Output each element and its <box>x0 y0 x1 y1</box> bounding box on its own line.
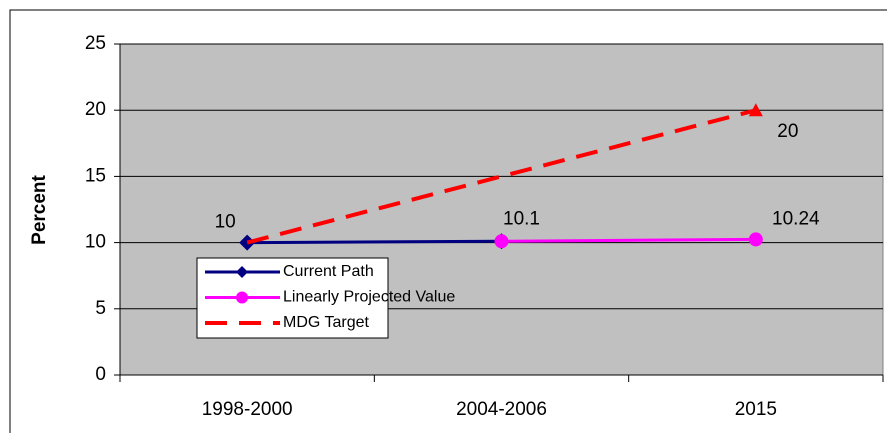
y-tick-label: 0 <box>95 364 106 385</box>
data-label: 10.24 <box>772 208 820 229</box>
y-axis-label: Percent <box>29 174 50 244</box>
data-point <box>748 232 763 247</box>
x-tick-label: 2015 <box>735 399 777 420</box>
legend-label: Linearly Projected Value <box>283 289 455 306</box>
legend: Current Path Linearly Projected Value MDG … <box>196 257 455 339</box>
y-tick-label: 10 <box>85 232 106 253</box>
data-label: 20 <box>777 121 798 142</box>
y-tick-label: 25 <box>85 33 106 54</box>
series-line <box>247 239 502 245</box>
data-point <box>748 103 763 117</box>
legend-label: MDG Target <box>283 314 370 331</box>
data-label: 10 <box>215 212 236 233</box>
data-label: 10.1 <box>503 208 540 229</box>
legend-label: Current Path <box>283 263 374 280</box>
legend-marker <box>236 266 248 278</box>
x-tick-label: 1998-2000 <box>202 399 293 420</box>
data-point <box>494 234 509 249</box>
y-tick-label: 20 <box>85 99 106 120</box>
x-tick-label: 2004-2006 <box>456 399 547 420</box>
chart-border <box>9 9 887 433</box>
series-line <box>501 237 756 243</box>
legend-marker <box>236 291 248 304</box>
series-line <box>246 108 757 245</box>
y-tick-label: 5 <box>95 298 106 319</box>
y-tick-label: 15 <box>85 165 106 186</box>
